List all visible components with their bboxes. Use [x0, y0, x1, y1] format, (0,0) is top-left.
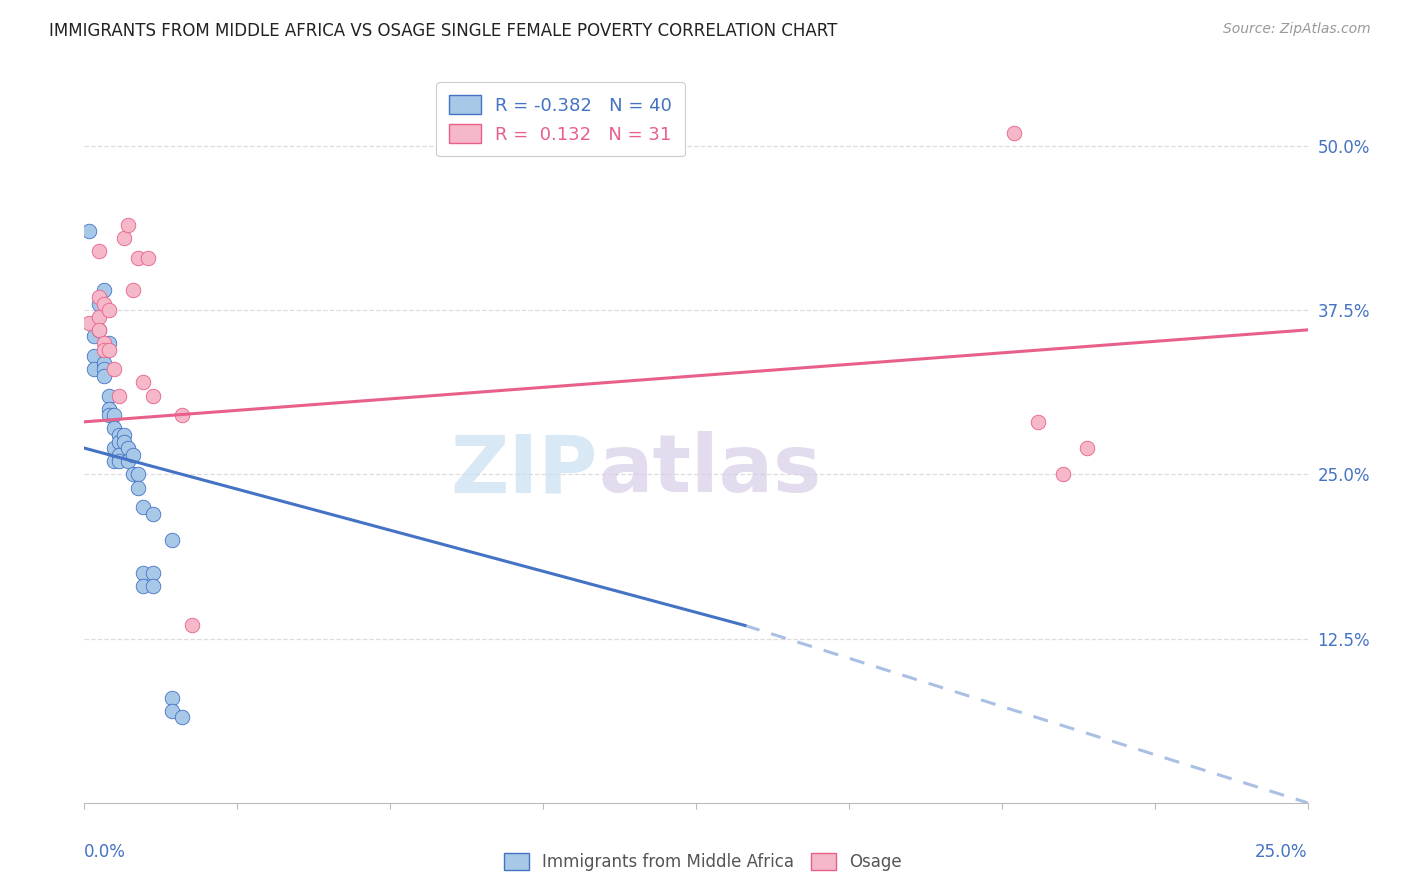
Point	[103, 409, 125, 423]
Point	[132, 500, 155, 515]
Point	[107, 434, 129, 449]
Text: 25.0%: 25.0%	[1256, 843, 1308, 861]
Legend: Immigrants from Middle Africa, Osage: Immigrants from Middle Africa, Osage	[498, 846, 908, 878]
Point	[97, 303, 120, 318]
Point	[142, 579, 165, 593]
Point	[83, 329, 105, 343]
Point	[142, 507, 165, 521]
Point	[93, 356, 115, 370]
Point	[93, 296, 115, 310]
Point	[122, 467, 145, 482]
Point	[97, 343, 120, 357]
Point	[87, 290, 110, 304]
Point	[77, 316, 100, 330]
Point	[87, 323, 110, 337]
Point	[87, 296, 110, 310]
Point	[103, 441, 125, 455]
Legend: R = -0.382   N = 40, R =  0.132   N = 31: R = -0.382 N = 40, R = 0.132 N = 31	[436, 82, 685, 156]
Point	[97, 401, 120, 416]
Point	[93, 336, 115, 351]
Point	[127, 467, 149, 482]
Point	[142, 566, 165, 580]
Text: IMMIGRANTS FROM MIDDLE AFRICA VS OSAGE SINGLE FEMALE POVERTY CORRELATION CHART: IMMIGRANTS FROM MIDDLE AFRICA VS OSAGE S…	[49, 22, 838, 40]
Point	[97, 409, 120, 423]
Point	[97, 336, 120, 351]
Point	[132, 566, 155, 580]
Point	[136, 251, 159, 265]
Point	[1028, 415, 1050, 429]
Point	[122, 284, 145, 298]
Point	[112, 231, 135, 245]
Point	[107, 454, 129, 468]
Point	[107, 388, 129, 402]
Point	[107, 428, 129, 442]
Point	[97, 388, 120, 402]
Point	[87, 323, 110, 337]
Point	[1076, 441, 1098, 455]
Point	[112, 428, 135, 442]
Text: Source: ZipAtlas.com: Source: ZipAtlas.com	[1223, 22, 1371, 37]
Point	[87, 244, 110, 258]
Point	[93, 284, 115, 298]
Point	[112, 434, 135, 449]
Point	[83, 362, 105, 376]
Point	[132, 579, 155, 593]
Point	[172, 409, 194, 423]
Point	[132, 376, 155, 390]
Text: ZIP: ZIP	[451, 432, 598, 509]
Point	[117, 454, 139, 468]
Point	[181, 618, 204, 632]
Point	[117, 441, 139, 455]
Point	[117, 218, 139, 232]
Text: 0.0%: 0.0%	[84, 843, 127, 861]
Point	[103, 454, 125, 468]
Point	[122, 448, 145, 462]
Point	[107, 448, 129, 462]
Point	[87, 310, 110, 324]
Point	[93, 368, 115, 383]
Point	[172, 710, 194, 724]
Text: atlas: atlas	[598, 432, 821, 509]
Point	[142, 388, 165, 402]
Point	[77, 224, 100, 238]
Point	[162, 690, 184, 705]
Point	[162, 533, 184, 547]
Point	[103, 421, 125, 435]
Point	[93, 362, 115, 376]
Point	[1052, 467, 1074, 482]
Point	[162, 704, 184, 718]
Point	[127, 481, 149, 495]
Point	[83, 349, 105, 363]
Point	[103, 362, 125, 376]
Point	[127, 251, 149, 265]
Point	[93, 343, 115, 357]
Point	[1002, 126, 1025, 140]
